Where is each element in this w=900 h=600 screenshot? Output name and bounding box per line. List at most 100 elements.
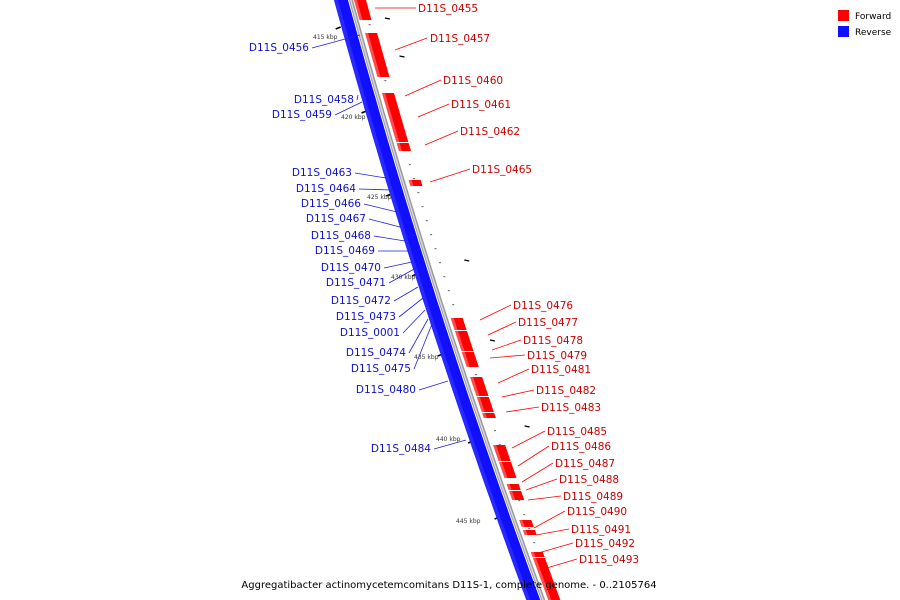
forward-leader-line [487, 321, 517, 336]
legend-forward-swatch [838, 10, 849, 21]
scale-dash [524, 425, 530, 428]
reverse-leader-line [398, 297, 424, 318]
forward-leader-line [539, 558, 578, 571]
legend: Forward Reverse [838, 10, 892, 38]
forward-gene-highlight [506, 484, 512, 490]
reverse-leader-line [358, 188, 393, 191]
forward-gene-label: D11S_0478 [523, 335, 583, 347]
kbp-label: 440 kbp [436, 436, 461, 443]
reverse-gene-label: D11S_0464 [296, 183, 356, 195]
forward-gene-label: D11S_0479 [527, 350, 587, 362]
reverse-gene-label: D11S_0001 [340, 327, 400, 339]
scale-dot [533, 542, 536, 544]
forward-gene-blocks [354, 0, 561, 600]
forward-leader-line [525, 478, 558, 491]
forward-gene-highlight [476, 397, 485, 412]
forward-leader-line [537, 542, 574, 554]
scale-dot [447, 290, 450, 292]
kbp-label: 435 kbp [414, 354, 439, 361]
kbp-label: 425 kbp [367, 194, 392, 201]
scale-dot [528, 528, 531, 530]
scale-dash [464, 259, 470, 262]
scale-dot [494, 430, 496, 432]
scale-dot [438, 262, 441, 264]
scale-dash [399, 55, 405, 58]
reverse-leader-line [334, 101, 363, 116]
forward-gene-highlight [533, 558, 552, 600]
reverse-strand-band [334, 0, 541, 600]
reverse-leader-line [368, 218, 401, 228]
forward-gene-label: D11S_0482 [536, 385, 596, 397]
forward-leader-line [501, 389, 535, 398]
forward-gene-label: D11S_0483 [541, 402, 601, 414]
forward-gene-label: D11S_0486 [551, 441, 611, 453]
forward-gene-label: D11S_0491 [571, 524, 631, 536]
kbp-label: 430 kbp [391, 274, 416, 281]
kbp-label: 420 kbp [341, 114, 366, 121]
reverse-gene-label: D11S_0467 [306, 213, 366, 225]
forward-gene-highlight [365, 33, 381, 77]
legend-reverse-swatch [838, 26, 849, 37]
forward-gene-label: D11S_0455 [418, 3, 478, 15]
forward-gene-label: D11S_0487 [555, 458, 615, 470]
forward-leader-line [404, 79, 442, 97]
reverse-leader-line [402, 309, 426, 334]
scale-dot [430, 234, 433, 236]
label-leader-lines [311, 7, 578, 571]
forward-leader-line [521, 462, 554, 483]
forward-leader-line [489, 354, 526, 359]
reverse-leader-line [418, 380, 449, 391]
reverse-leader-line [383, 261, 413, 269]
forward-gene-block [365, 33, 390, 77]
forward-gene-label: D11S_0490 [567, 506, 627, 518]
forward-gene-label: D11S_0457 [430, 33, 490, 45]
reverse-gene-label: D11S_0456 [249, 42, 309, 54]
forward-gene-label: D11S_0465 [472, 164, 532, 176]
scale-dot [417, 192, 420, 194]
forward-gene-label: D11S_0460 [443, 75, 503, 87]
forward-gene-highlight [461, 352, 470, 367]
reverse-strand-band [334, 0, 546, 600]
scale-dash [489, 339, 496, 342]
scale-dot [475, 374, 478, 376]
forward-gene-highlight [493, 445, 502, 461]
reverse-gene-label: D11S_0471 [326, 277, 386, 289]
reverse-gene-label: D11S_0474 [346, 347, 406, 359]
forward-gene-highlight [522, 530, 528, 535]
scale-dot [523, 514, 526, 516]
forward-leader-line [517, 445, 550, 467]
scale-dot [434, 248, 437, 250]
forward-gene-highlight [455, 331, 465, 351]
forward-gene-highlight [408, 180, 414, 186]
reverse-leader-line [388, 267, 417, 284]
forward-leader-line [491, 339, 522, 351]
forward-gene-block [470, 377, 489, 396]
forward-leader-line [479, 304, 512, 321]
forward-gene-highlight [499, 462, 508, 478]
forward-gene-highlight [382, 93, 400, 142]
gene-labels: D11S_0455 D11S_0457 D11S_0460 D11S_0461 D11S… [249, 3, 639, 566]
reverse-gene-label: D11S_0463 [292, 167, 352, 179]
reverse-gene-label: D11S_0469 [315, 245, 375, 257]
kbp-scale-labels: 415 kbp 420 kbp 425 kbp 430 kbp 435 kbp 440 k… [313, 34, 481, 525]
reverse-gene-label: D11S_0473 [336, 311, 396, 323]
forward-gene-label: D11S_0462 [460, 126, 520, 138]
reverse-gene-label: D11S_0470 [321, 262, 381, 274]
forward-gene-highlight [519, 520, 525, 527]
scale-dot [384, 80, 387, 82]
forward-leader-line [394, 37, 428, 51]
scale-dot [443, 276, 446, 278]
kbp-label: 415 kbp [313, 34, 338, 41]
legend-forward-label: Forward [855, 12, 891, 22]
reverse-gene-label: D11S_0466 [301, 198, 361, 210]
forward-leader-line [533, 510, 566, 529]
reverse-leader-line [363, 203, 398, 213]
scale-dot [421, 206, 424, 208]
forward-gene-label: D11S_0492 [575, 538, 635, 550]
scale-dot [452, 304, 455, 306]
forward-gene-highlight [354, 0, 363, 20]
forward-gene-highlight [509, 491, 516, 500]
forward-gene-highlight [450, 318, 458, 330]
scale-dot [498, 444, 501, 446]
